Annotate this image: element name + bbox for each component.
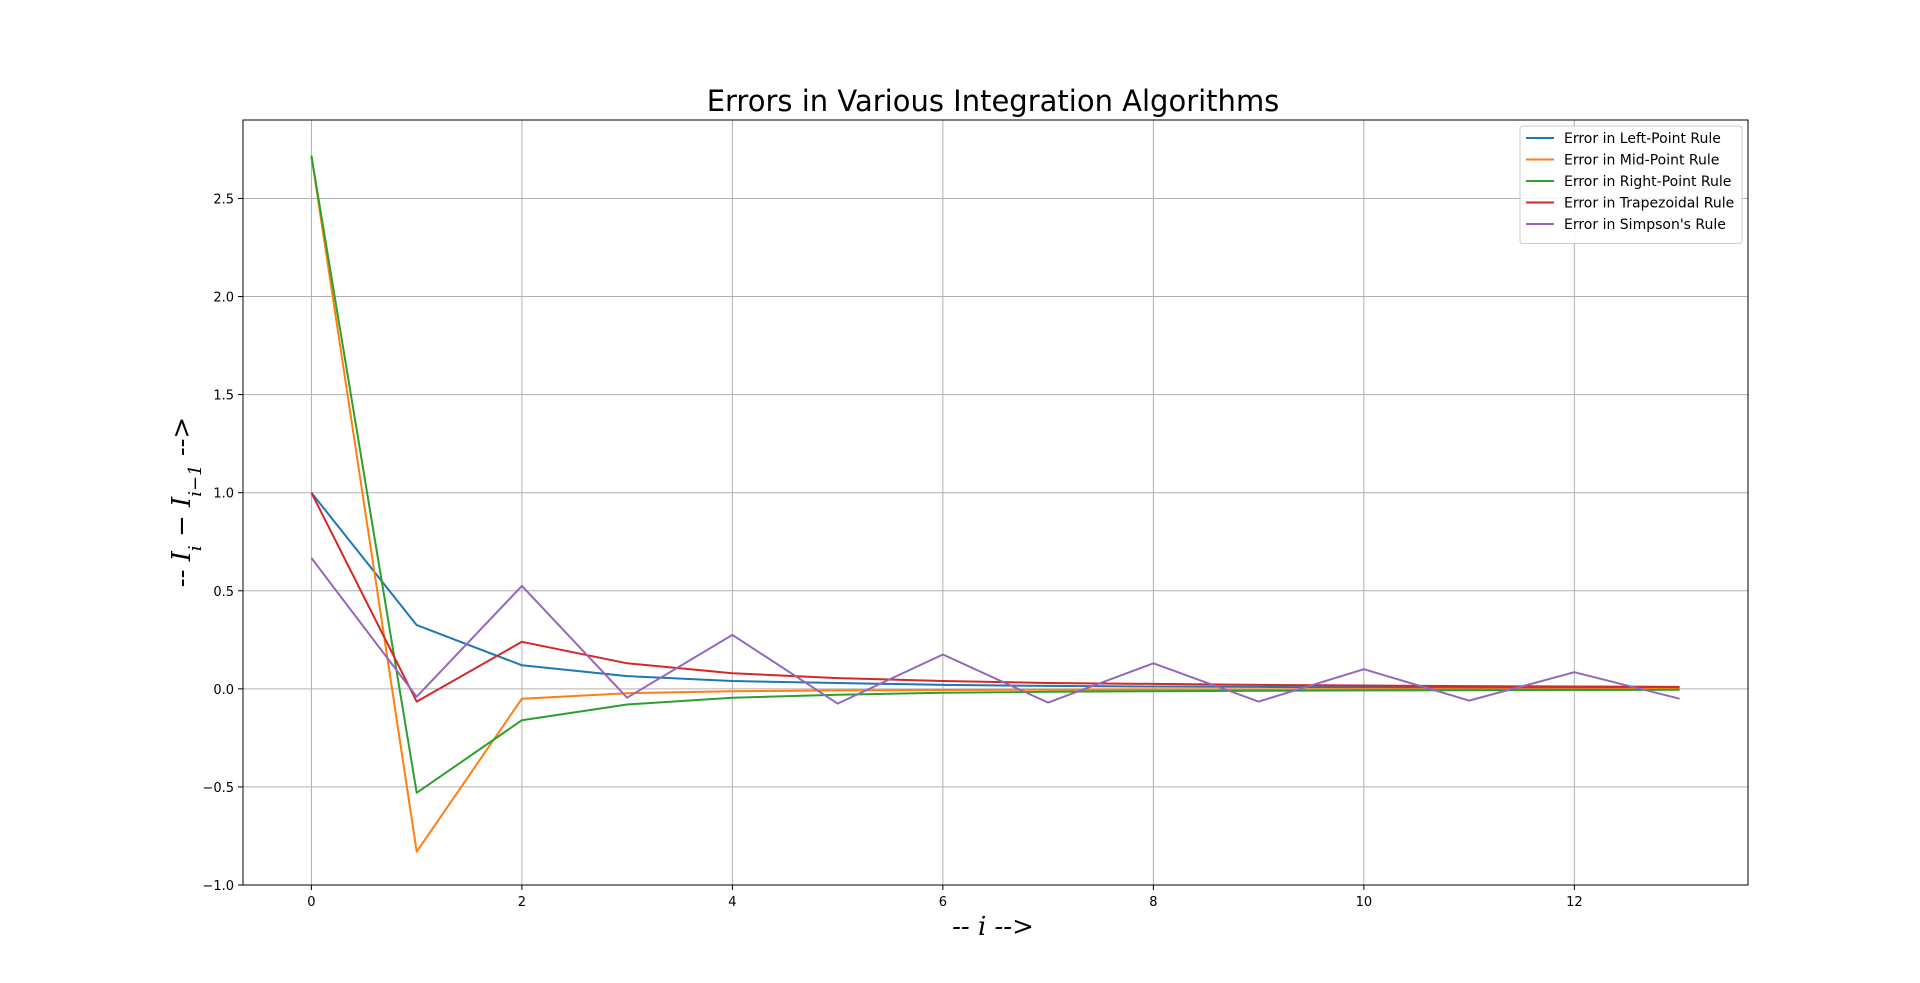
plot-frame — [242, 119, 1749, 886]
series-line-2 — [310, 155, 1680, 794]
y-axis-label: -- Ii − Ii−1 --> — [167, 417, 206, 587]
legend-entry: Error in Mid-Point Rule — [1564, 153, 1719, 169]
series-line-0 — [310, 492, 1680, 689]
y-tick-label: 1.5 — [213, 389, 234, 404]
x-tick-label: 12 — [1566, 895, 1583, 910]
legend-entry: Error in Simpson's Rule — [1564, 217, 1726, 233]
chart-title: Errors in Various Integration Algorithms — [707, 84, 1280, 118]
series-lines — [310, 155, 1680, 853]
y-tick-label: 2.0 — [213, 291, 234, 306]
x-tick-label: 8 — [1149, 895, 1157, 910]
legend: Error in Left-Point Rule Error in Mid-Poi… — [1519, 125, 1743, 244]
legend-entry: Error in Trapezoidal Rule — [1564, 196, 1734, 212]
x-tick-label: 4 — [728, 895, 736, 910]
series-line-4 — [310, 557, 1680, 705]
svg-text:-- Ii − Ii−1 -->: -- Ii − Ii−1 --> — [167, 417, 206, 587]
y-tick-label: 2.5 — [213, 192, 234, 207]
legend-box — [1519, 125, 1743, 244]
legend-entry: Error in Left-Point Rule — [1564, 131, 1721, 147]
y-tick-label: −1.0 — [202, 879, 234, 894]
y-tick-label: 0.0 — [213, 683, 234, 698]
x-tick-label: 10 — [1356, 895, 1373, 910]
x-tick-label: 0 — [307, 895, 315, 910]
legend-entry: Error in Right-Point Rule — [1564, 174, 1731, 190]
x-axis-label: -- i --> — [952, 912, 1034, 942]
y-tick-label: 0.5 — [213, 585, 234, 600]
series-line-1 — [310, 155, 1680, 853]
y-tick-label: −0.5 — [202, 781, 234, 796]
y-tick-label: 1.0 — [213, 487, 234, 502]
series-line-3 — [310, 492, 1680, 703]
x-tick-label: 6 — [939, 895, 947, 910]
axis-ticks: 0 2 4 6 8 10 12 −1.0 −0.5 0.0 0.5 1.0 1.5 2.0 2.5 — [202, 192, 1582, 910]
x-tick-label: 2 — [518, 895, 526, 910]
